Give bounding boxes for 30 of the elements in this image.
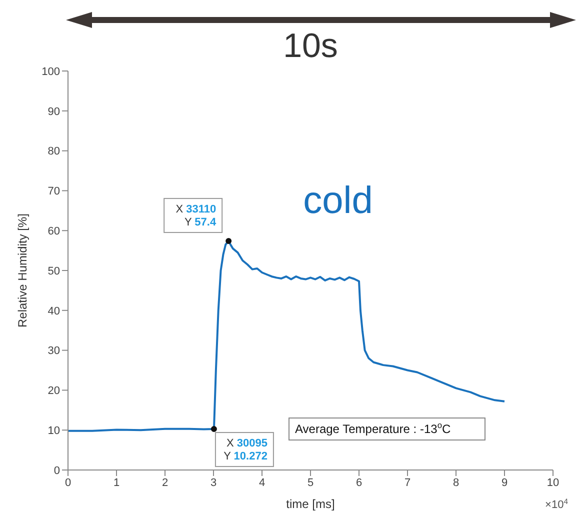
y-tick-label: 30 — [48, 345, 60, 358]
x-tick-label: 7 — [404, 476, 411, 489]
chart-title: 10s — [282, 27, 339, 65]
x-tick-label: 8 — [452, 476, 460, 489]
x-tick-label: 10 — [546, 476, 560, 489]
y-tick-label: 20 — [48, 385, 60, 398]
y-tick-label: 40 — [48, 305, 60, 318]
y-axis-title: Relative Humidity [%] — [15, 213, 30, 328]
x-axis-title: time [ms] — [286, 497, 335, 511]
annotation: X 33110 Y 57.4 — [176, 203, 217, 228]
x-tick-label: 1 — [113, 476, 120, 489]
y-tick-label: 80 — [48, 146, 60, 158]
x-tick-label: 3 — [210, 476, 217, 489]
x-tick-label: 9 — [501, 476, 508, 489]
text: ×10$^{4}$ — [545, 496, 569, 511]
y-tick-label: 0 — [54, 464, 60, 477]
x-tick-label: 5 — [307, 476, 314, 489]
x-tick-label: 0 — [64, 476, 72, 489]
y-tick-label: 50 — [48, 265, 60, 278]
annotation: cold — [303, 180, 373, 222]
annotation: Average Temperature : -13$^{o}$C — [295, 420, 451, 436]
y-tick-label: 70 — [48, 186, 60, 198]
x-tick-label: 6 — [356, 476, 362, 489]
y-tick-label: 90 — [48, 106, 60, 118]
x-tick-label: 4 — [258, 476, 266, 489]
x-tick-label: 2 — [162, 476, 168, 489]
annotation: X 30095 Y 10.272 — [224, 438, 268, 463]
y-tick-label: 10 — [48, 425, 60, 438]
y-tick-label: 100 — [42, 66, 60, 78]
y-tick-label: 60 — [48, 226, 60, 238]
